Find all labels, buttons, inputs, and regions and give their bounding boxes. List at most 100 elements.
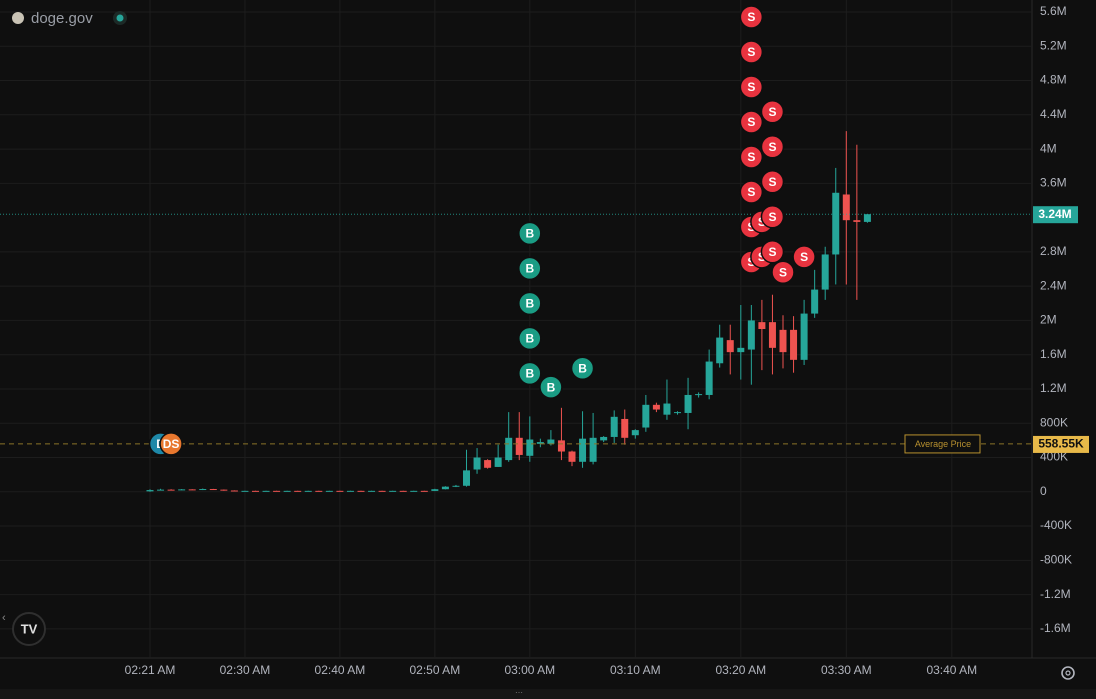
trade-marker: B (539, 375, 563, 399)
x-tick-label: 03:40 AM (926, 663, 977, 677)
candle-body (663, 403, 671, 415)
marker-label: S (800, 250, 808, 264)
current-price-label: 3.24M (1038, 207, 1071, 221)
y-tick-label: 2.4M (1040, 278, 1067, 292)
marker-circle (760, 134, 785, 159)
candle-body (832, 192, 840, 255)
y-tick-label: 3.6M (1040, 176, 1067, 190)
trade-marker: S (760, 99, 785, 124)
candle-body (621, 418, 629, 438)
marker-circle (771, 260, 795, 285)
trade-marker: S (739, 5, 764, 29)
candle-body (420, 490, 428, 492)
candle-body (684, 394, 692, 413)
trade-marker: B (518, 256, 542, 281)
marker-label: S (747, 220, 755, 234)
candle-body (304, 490, 312, 492)
marker-label: B (578, 361, 587, 375)
y-tick-label: -400K (1040, 518, 1072, 532)
candle-body (790, 329, 798, 360)
x-tick-label: 02:21 AM (125, 663, 176, 677)
marker-circle (760, 204, 785, 229)
marker-circle (518, 256, 542, 281)
candle-body (716, 337, 724, 364)
marker-circle (739, 145, 764, 169)
average-price-name: Average Price (915, 439, 971, 449)
trade-marker: B (570, 356, 595, 380)
candle-body (737, 347, 745, 353)
marker-circle (760, 169, 785, 194)
candle-body (252, 490, 259, 492)
marker-circle (518, 361, 542, 386)
trade-marker: B (518, 291, 542, 316)
resize-handle[interactable]: ⋯ (515, 688, 523, 697)
marker-circle (792, 245, 816, 269)
trade-marker: B (518, 326, 542, 351)
marker-label: S (747, 115, 755, 129)
candle-body (441, 486, 449, 490)
marker-label: B (525, 332, 534, 346)
candle-body (515, 437, 523, 455)
marker-label: S (768, 105, 776, 119)
candle-body (652, 404, 660, 410)
x-tick-label: 02:30 AM (220, 663, 271, 677)
y-tick-label: 1.2M (1040, 381, 1067, 395)
marker-circle (739, 75, 764, 99)
candle-body (188, 489, 196, 491)
candle-body (431, 489, 439, 491)
y-tick-label: 2.8M (1040, 244, 1067, 258)
candle-body (262, 490, 270, 492)
candle-body (346, 490, 354, 492)
candle-body (368, 490, 376, 492)
trade-marker: S (739, 145, 764, 169)
y-tick-label: 0 (1040, 484, 1047, 498)
candle-body (674, 412, 681, 414)
candle-body (209, 489, 217, 491)
plot: 02:21 AM 02:30 AM 02:40 AM 02:50 AM 03:00 AM… (0, 0, 1089, 677)
trade-marker: S (760, 204, 785, 229)
candle-body (473, 457, 481, 470)
trade-marker: S (760, 169, 785, 194)
candle-body (589, 437, 597, 462)
marker-label: S (758, 215, 766, 229)
marker-label: S (768, 210, 776, 224)
x-tick-label: 02:40 AM (315, 663, 366, 677)
candle-body (821, 254, 829, 290)
current-price-box (1033, 206, 1078, 224)
marker-label: B (525, 227, 534, 241)
marker-label: S (758, 250, 766, 264)
candle-body (768, 322, 776, 348)
dev-marker: DS (159, 432, 183, 456)
marker-circle (760, 99, 785, 124)
logo-mark: TV (21, 621, 38, 636)
marker-label: S (768, 140, 776, 154)
candle-body (526, 439, 534, 456)
tradingview-logo[interactable]: TV (12, 612, 46, 646)
trade-marker: S (739, 75, 764, 99)
candle-body (758, 322, 766, 329)
marker-circle (159, 432, 183, 456)
candle-body (167, 489, 175, 491)
candle-body (389, 490, 397, 492)
y-tick-label: 4.4M (1040, 107, 1067, 121)
candle-body (494, 457, 502, 467)
y-tick-label: 4M (1040, 141, 1057, 155)
marker-label: S (779, 265, 787, 279)
settings-button[interactable] (1061, 666, 1075, 680)
candle-body (273, 490, 281, 492)
gear-center (1065, 670, 1071, 676)
candle-body (695, 394, 703, 396)
trade-marker: S (739, 180, 764, 204)
marker-label: B (525, 297, 534, 311)
marker-label: B (547, 380, 556, 394)
gear (1061, 666, 1075, 680)
trade-marker: B (518, 361, 542, 386)
candle-body (484, 460, 492, 468)
marker-label: S (747, 150, 755, 164)
marker-label: S (768, 245, 776, 259)
candle-body (536, 442, 544, 444)
marker-label: S (747, 80, 755, 94)
collapse-arrow[interactable]: ‹ (2, 612, 6, 624)
average-price-box (1033, 435, 1089, 453)
marker-label: S (747, 255, 755, 269)
